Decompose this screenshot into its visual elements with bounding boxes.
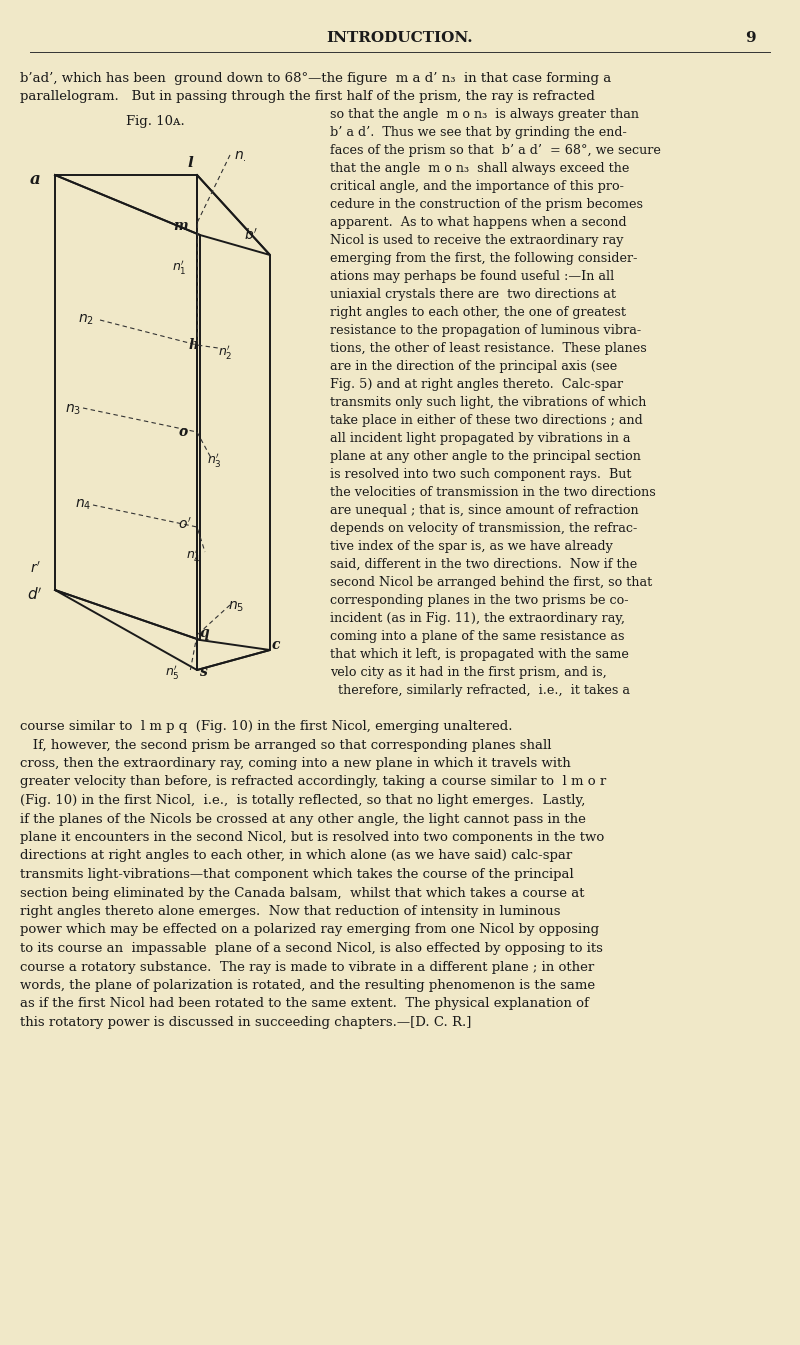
- Text: is resolved into two such component rays.  But: is resolved into two such component rays…: [330, 468, 631, 482]
- Text: (Fig. 10) in the first Nicol,  i.e.,  is totally reflected, so that no light eme: (Fig. 10) in the first Nicol, i.e., is t…: [20, 794, 586, 807]
- Text: course similar to  l m p q  (Fig. 10) in the first Nicol, emerging unaltered.: course similar to l m p q (Fig. 10) in t…: [20, 720, 513, 733]
- Text: emerging from the first, the following consider-: emerging from the first, the following c…: [330, 252, 638, 265]
- Text: l: l: [187, 156, 193, 169]
- Text: depends on velocity of transmission, the refrac-: depends on velocity of transmission, the…: [330, 522, 638, 535]
- Text: c: c: [272, 638, 281, 652]
- Text: tive index of the spar is, as we have already: tive index of the spar is, as we have al…: [330, 539, 613, 553]
- Text: cross, then the extraordinary ray, coming into a new plane in which it travels w: cross, then the extraordinary ray, comin…: [20, 757, 570, 769]
- Text: greater velocity than before, is refracted accordingly, taking a course similar : greater velocity than before, is refract…: [20, 776, 606, 788]
- Text: $n_5'$: $n_5'$: [165, 663, 180, 681]
- Text: b’ad’, which has been  ground down to 68°—the figure  m a d’ n₃  in that case fo: b’ad’, which has been ground down to 68°…: [20, 73, 611, 85]
- Text: plane it encounters in the second Nicol, but is resolved into two components in : plane it encounters in the second Nicol,…: [20, 831, 604, 845]
- Text: INTRODUCTION.: INTRODUCTION.: [326, 31, 474, 44]
- Text: course a rotatory substance.  The ray is made to vibrate in a different plane ; : course a rotatory substance. The ray is …: [20, 960, 594, 974]
- Text: the velocities of transmission in the two directions: the velocities of transmission in the tw…: [330, 486, 656, 499]
- Text: tions, the other of least resistance.  These planes: tions, the other of least resistance. Th…: [330, 342, 646, 355]
- Text: $n_2$: $n_2$: [78, 313, 94, 327]
- Text: ations may perhaps be found useful :—In all: ations may perhaps be found useful :—In …: [330, 270, 614, 282]
- Text: parallelogram.   But in passing through the first half of the prism, the ray is : parallelogram. But in passing through th…: [20, 90, 595, 104]
- Text: are in the direction of the principal axis (see: are in the direction of the principal ax…: [330, 360, 618, 373]
- Text: $o'$: $o'$: [178, 516, 192, 531]
- Text: s: s: [200, 664, 208, 679]
- Text: $n_.$: $n_.$: [234, 149, 246, 164]
- Text: $n_3'$: $n_3'$: [207, 451, 222, 469]
- Text: section being eliminated by the Canada balsam,  whilst that which takes a course: section being eliminated by the Canada b…: [20, 886, 585, 900]
- Text: Fig. 5) and at right angles thereto.  Calc-spar: Fig. 5) and at right angles thereto. Cal…: [330, 378, 623, 391]
- Text: o: o: [178, 425, 188, 438]
- Text: $n_4'$: $n_4'$: [186, 546, 201, 564]
- Text: 9: 9: [745, 31, 755, 44]
- Text: $d'$: $d'$: [27, 586, 42, 604]
- Text: If, however, the second prism be arranged so that corresponding planes shall: If, however, the second prism be arrange…: [20, 738, 551, 752]
- Text: plane at any other angle to the principal section: plane at any other angle to the principa…: [330, 451, 641, 463]
- Text: all incident light propagated by vibrations in a: all incident light propagated by vibrati…: [330, 432, 630, 445]
- Text: Fig. 10ᴀ.: Fig. 10ᴀ.: [126, 116, 184, 128]
- Text: $r'$: $r'$: [30, 561, 41, 576]
- Text: b’ a d’.  Thus we see that by grinding the end-: b’ a d’. Thus we see that by grinding th…: [330, 126, 626, 139]
- Text: h: h: [189, 338, 199, 352]
- Text: faces of the prism so that  b’ a d’  = 68°, we secure: faces of the prism so that b’ a d’ = 68°…: [330, 144, 661, 157]
- Text: to its course an  impassable  plane of a second Nicol, is also effected by oppos: to its course an impassable plane of a s…: [20, 941, 603, 955]
- Text: transmits light-vibrations—that component which takes the course of the principa: transmits light-vibrations—that componen…: [20, 868, 574, 881]
- Text: velo city as it had in the first prism, and is,: velo city as it had in the first prism, …: [330, 666, 606, 679]
- Text: cedure in the construction of the prism becomes: cedure in the construction of the prism …: [330, 198, 643, 211]
- Text: corresponding planes in the two prisms be co-: corresponding planes in the two prisms b…: [330, 594, 629, 607]
- Text: that which it left, is propagated with the same: that which it left, is propagated with t…: [330, 648, 629, 660]
- Text: q: q: [200, 625, 210, 640]
- Text: said, different in the two directions.  Now if the: said, different in the two directions. N…: [330, 558, 638, 572]
- Text: as if the first Nicol had been rotated to the same extent.  The physical explana: as if the first Nicol had been rotated t…: [20, 998, 589, 1010]
- Text: apparent.  As to what happens when a second: apparent. As to what happens when a seco…: [330, 217, 626, 229]
- Text: so that the angle  m o n₃  is always greater than: so that the angle m o n₃ is always great…: [330, 108, 639, 121]
- Text: therefore, similarly refracted,  i.e.,  it takes a: therefore, similarly refracted, i.e., it…: [330, 685, 630, 697]
- Text: second Nicol be arranged behind the first, so that: second Nicol be arranged behind the firs…: [330, 576, 652, 589]
- Text: transmits only such light, the vibrations of which: transmits only such light, the vibration…: [330, 395, 646, 409]
- Text: $b'$: $b'$: [244, 227, 258, 242]
- Text: this rotatory power is discussed in succeeding chapters.—[D. C. R.]: this rotatory power is discussed in succ…: [20, 1015, 471, 1029]
- Text: resistance to the propagation of luminous vibra-: resistance to the propagation of luminou…: [330, 324, 641, 338]
- Text: $n_1'$: $n_1'$: [172, 258, 186, 276]
- Text: that the angle  m o n₃  shall always exceed the: that the angle m o n₃ shall always excee…: [330, 161, 630, 175]
- Text: $n_4$: $n_4$: [75, 498, 91, 512]
- Text: $n_5$: $n_5$: [228, 600, 244, 615]
- Text: if the planes of the Nicols be crossed at any other angle, the light cannot pass: if the planes of the Nicols be crossed a…: [20, 812, 586, 826]
- Text: right angles thereto alone emerges.  Now that reduction of intensity in luminous: right angles thereto alone emerges. Now …: [20, 905, 561, 919]
- Text: right angles to each other, the one of greatest: right angles to each other, the one of g…: [330, 307, 626, 319]
- Text: critical angle, and the importance of this pro-: critical angle, and the importance of th…: [330, 180, 624, 192]
- Text: directions at right angles to each other, in which alone (as we have said) calc-: directions at right angles to each other…: [20, 850, 572, 862]
- Text: power which may be effected on a polarized ray emerging from one Nicol by opposi: power which may be effected on a polariz…: [20, 924, 599, 936]
- Text: are unequal ; that is, since amount of refraction: are unequal ; that is, since amount of r…: [330, 504, 638, 516]
- Text: words, the plane of polarization is rotated, and the resulting phenomenon is the: words, the plane of polarization is rota…: [20, 979, 595, 993]
- Text: coming into a plane of the same resistance as: coming into a plane of the same resistan…: [330, 629, 625, 643]
- Text: Nicol is used to receive the extraordinary ray: Nicol is used to receive the extraordina…: [330, 234, 623, 247]
- Text: $n_2'$: $n_2'$: [218, 343, 233, 360]
- Text: m: m: [173, 219, 188, 233]
- Text: $n_3$: $n_3$: [65, 402, 81, 417]
- Text: a: a: [30, 172, 41, 188]
- Text: uniaxial crystals there are  two directions at: uniaxial crystals there are two directio…: [330, 288, 616, 301]
- Text: incident (as in Fig. 11), the extraordinary ray,: incident (as in Fig. 11), the extraordin…: [330, 612, 625, 625]
- Text: take place in either of these two directions ; and: take place in either of these two direct…: [330, 414, 642, 426]
